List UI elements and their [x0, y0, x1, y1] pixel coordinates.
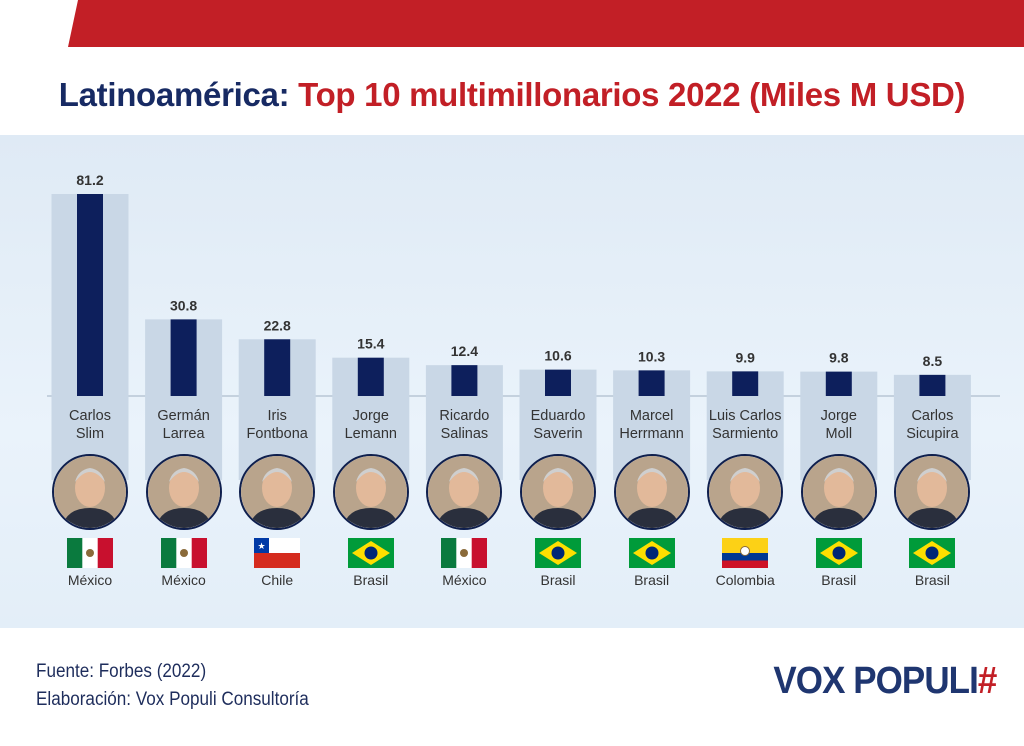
- bar-chart: 81.2 30.8 22.8 15.4 12.4 10.6 10.3 9.9 9.8 8.5: [47, 172, 1000, 480]
- name-line: Germán: [157, 408, 210, 424]
- bar: [77, 194, 103, 396]
- name-line: Eduardo: [530, 408, 586, 424]
- name-line: Carlos: [911, 408, 954, 424]
- person-name: Germán Larrea: [137, 407, 231, 443]
- person-name: Iris Fontbona: [230, 407, 324, 443]
- data-label: 9.8: [829, 350, 849, 366]
- country-label: México: [442, 572, 487, 588]
- name-line: Carlos: [69, 408, 111, 424]
- country-label: México: [67, 572, 113, 588]
- vox-populi-logo: VOX POPULI#: [772, 660, 997, 702]
- name-line: Herrmann: [619, 426, 684, 442]
- country-label: Brasil: [821, 572, 857, 588]
- title-topic: Top 10 multimillonarios 2022 (Miles M US…: [298, 76, 966, 113]
- person-photo: [52, 454, 128, 530]
- country-label: Chile: [261, 572, 294, 588]
- person-photo: [613, 454, 690, 530]
- brazil-flag-icon: [535, 538, 581, 568]
- colombia-flag-icon: [722, 538, 769, 568]
- name-line: Larrea: [162, 426, 205, 442]
- name-line: Lemann: [344, 426, 397, 442]
- name-line: Sarmiento: [712, 426, 779, 442]
- name-line: Slim: [75, 426, 105, 442]
- data-label: 10.6: [544, 348, 571, 364]
- data-label: 12.4: [451, 343, 478, 359]
- bar: [357, 357, 384, 396]
- mexico-flag-icon: [67, 538, 113, 568]
- person-photo: [239, 454, 316, 530]
- bar: [545, 369, 571, 396]
- name-line: Iris: [267, 408, 287, 424]
- data-label: 9.9: [735, 349, 755, 365]
- brazil-flag-icon: [628, 538, 675, 568]
- person-photo: [332, 454, 409, 530]
- brazil-flag-icon: [909, 538, 956, 568]
- country-label: Brasil: [634, 572, 670, 588]
- data-label: 22.8: [264, 317, 291, 333]
- data-label: 81.2: [76, 172, 103, 188]
- country-label: Brasil: [540, 572, 576, 588]
- person-name: Jorge Lemann: [324, 407, 418, 443]
- person-name: Ricardo Salinas: [417, 407, 511, 443]
- bar: [638, 370, 665, 396]
- name-line: Saverin: [533, 426, 583, 442]
- chart-area: 81.2 30.8 22.8 15.4 12.4 10.6 10.3 9.9 9.8 8.5 Ca…: [0, 135, 1024, 628]
- data-label: 10.3: [638, 348, 665, 364]
- person-name: Jorge Moll: [792, 407, 886, 443]
- name-line: Moll: [825, 426, 853, 442]
- brazil-flag-icon: [815, 538, 862, 568]
- data-label: 30.8: [170, 297, 197, 313]
- country-label: México: [161, 572, 206, 588]
- country-label: Colombia: [715, 572, 775, 588]
- credit-text: Elaboración: Vox Populi Consultoría: [36, 689, 309, 710]
- person-name: Luis Carlos Sarmiento: [698, 407, 792, 443]
- bar: [825, 371, 852, 396]
- person-photo: [707, 454, 784, 530]
- chile-flag-icon: ★: [254, 538, 301, 568]
- data-label: 8.5: [923, 353, 943, 369]
- person-name: Marcel Herrmann: [605, 407, 699, 443]
- name-line: Fontbona: [246, 426, 308, 442]
- name-line: Luis Carlos: [708, 408, 782, 424]
- name-line: Ricardo: [439, 408, 490, 424]
- brazil-flag-icon: [347, 538, 394, 568]
- name-line: Marcel: [629, 408, 674, 424]
- bar: [264, 339, 291, 396]
- title-region: Latinoamérica:: [58, 76, 290, 113]
- name-line: Sicupira: [906, 426, 959, 442]
- person-photo: [145, 454, 222, 530]
- person-photo: [426, 454, 503, 530]
- mexico-flag-icon: [441, 538, 488, 568]
- mexico-flag-icon: [160, 538, 207, 568]
- top-red-band: [68, 0, 1024, 47]
- name-line: Salinas: [440, 426, 489, 442]
- data-label: 15.4: [357, 336, 384, 352]
- person-photo: [520, 454, 596, 530]
- bar: [170, 319, 197, 396]
- country-label: Brasil: [914, 572, 950, 588]
- person-photo: [894, 454, 971, 530]
- person-name: Carlos Slim: [43, 407, 137, 443]
- person-photo: [800, 454, 877, 530]
- bar: [732, 371, 759, 396]
- bar: [451, 365, 478, 396]
- source-text: Fuente: Forbes (2022): [36, 661, 207, 682]
- page-title: Latinoamérica: Top 10 multimillonarios 2…: [0, 76, 1024, 114]
- name-line: Jorge: [352, 408, 389, 424]
- svg-text:★: ★: [258, 541, 266, 551]
- source-note: Fuente: Forbes (2022) Elaboración: Vox P…: [36, 658, 309, 714]
- person-name: Eduardo Saverin: [511, 407, 605, 443]
- name-line: Jorge: [820, 408, 857, 424]
- person-name: Carlos Sicupira: [885, 407, 979, 443]
- bar: [919, 374, 946, 396]
- country-label: Brasil: [353, 572, 389, 588]
